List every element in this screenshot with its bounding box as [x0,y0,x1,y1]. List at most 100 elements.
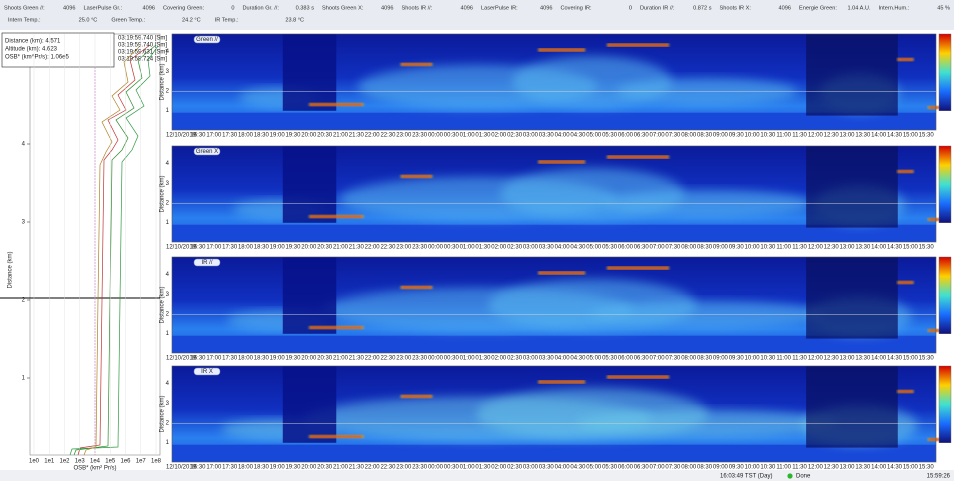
x-tick-label: 1e2 [59,459,70,465]
time-label: 08:30 [697,465,713,471]
time-label: 06:30 [634,133,650,139]
cloud-layer [401,395,432,398]
time-label: 19:00 [270,133,286,139]
data-gap [806,366,898,448]
status-label: Shoots Green X: [322,5,364,11]
time-label: 00:00 [428,356,444,362]
time-label: 18:00 [238,133,254,139]
cloud-layer [898,170,913,173]
info-line: OSB* (km^Pr/s): 1.06e5 [5,55,69,61]
time-label: 09:00 [713,133,729,139]
time-label: 19:30 [285,133,301,139]
footer-time: 16:03:49 TST (Day) [720,474,772,480]
status-value: 0 [629,5,632,11]
info-line: Altitude (km): 4.623 [5,47,58,53]
time-label: 11:30 [792,356,807,362]
time-label: 08:00 [681,245,697,251]
time-label: 07:00 [650,245,666,251]
status-indicator [787,473,792,478]
status-label: Energie Green: [799,5,837,11]
time-label: 18:30 [254,133,270,139]
time-label: 09:30 [729,133,745,139]
cloud-layer [607,156,668,159]
colorbar [939,366,951,443]
time-label: 06:30 [634,245,650,251]
status-label: Duration Gr. //: [243,5,280,11]
time-label: 02:00 [491,245,507,251]
status-value: 23.8 °C [285,17,304,23]
time-label: 05:00 [586,133,602,139]
time-label: 15:00 [903,465,919,471]
time-label: 19:30 [285,356,301,362]
time-label: 17:30 [222,245,238,251]
y-tick-label: 4 [22,142,26,148]
time-label: 15:30 [919,356,935,362]
status-label: Shoots IR //: [402,5,433,11]
time-label: 09:00 [713,245,729,251]
time-label: 23:00 [396,356,412,362]
time-label: 17:30 [222,356,238,362]
time-label: 08:30 [697,356,713,362]
status-label: LaserPulse Gr.: [84,5,123,11]
time-label: 20:30 [317,356,333,362]
time-label: 03:00 [523,245,539,251]
cloud-layer [607,376,668,379]
time-label: 21:30 [349,245,365,251]
time-label: 11:00 [776,465,791,471]
panel-title: IR // [201,260,212,266]
time-label: 17:00 [206,133,222,139]
time-label: 15:30 [919,133,935,139]
time-label: 02:00 [491,133,507,139]
cloud-layer [539,160,585,163]
cloud-layer [539,48,585,51]
x-tick-label: 1e5 [105,459,116,465]
time-label: 09:30 [729,465,745,471]
y-tick-label: 2 [166,420,170,426]
time-label: 01:30 [475,356,491,362]
time-label: 19:00 [270,356,286,362]
heatmap-panel: Green //1234Distance (km)12/10/201916:30… [160,34,951,139]
y-tick-label: 4 [166,49,170,55]
time-label: 05:00 [586,356,602,362]
time-label: 22:30 [380,465,396,471]
time-label: 01:30 [475,465,491,471]
time-label: 18:30 [254,245,270,251]
time-label: 15:00 [903,356,919,362]
time-label: 18:30 [254,356,270,362]
cloud-layer [539,271,585,274]
info-line: Distance (km): 4.571 [5,39,61,45]
time-label: 22:00 [365,356,381,362]
cloud-layer [539,380,585,383]
time-label: 03:30 [539,133,555,139]
time-label: 10:00 [745,356,761,362]
status-value: 24.2 °C [182,17,201,23]
footer-status: Done [796,474,811,480]
footer-clock: 15:59:26 [927,474,951,480]
x-axis-label: OSB* (km² Pr/s) [74,466,117,472]
time-label: 04:00 [555,133,571,139]
time-label: 19:30 [285,245,301,251]
time-label: 12:00 [808,356,824,362]
time-label: 09:00 [713,356,729,362]
time-label: 21:00 [333,133,349,139]
y-axis-label: Distance (km) [160,395,166,432]
profile-plot: Distance (km): 4.571 Altitude (km): 4.623… [0,33,167,472]
status-value: 4096 [63,5,75,11]
status-label: Covering Green: [163,5,204,11]
x-tick-label: 1e8 [151,459,162,465]
cloud-layer [607,44,668,47]
time-label: 22:30 [380,245,396,251]
time-label: 02:00 [491,465,507,471]
time-label: 20:00 [301,465,317,471]
time-label: 22:00 [365,133,381,139]
data-gap [283,34,336,111]
time-label: 14:30 [887,356,903,362]
time-label: 22:30 [380,356,396,362]
time-label: 04:30 [570,465,586,471]
panel-title: Green X [196,149,218,155]
time-label: 20:00 [301,356,317,362]
time-label: 12:30 [824,465,840,471]
time-label: 17:00 [206,465,222,471]
time-label: 06:00 [618,245,634,251]
